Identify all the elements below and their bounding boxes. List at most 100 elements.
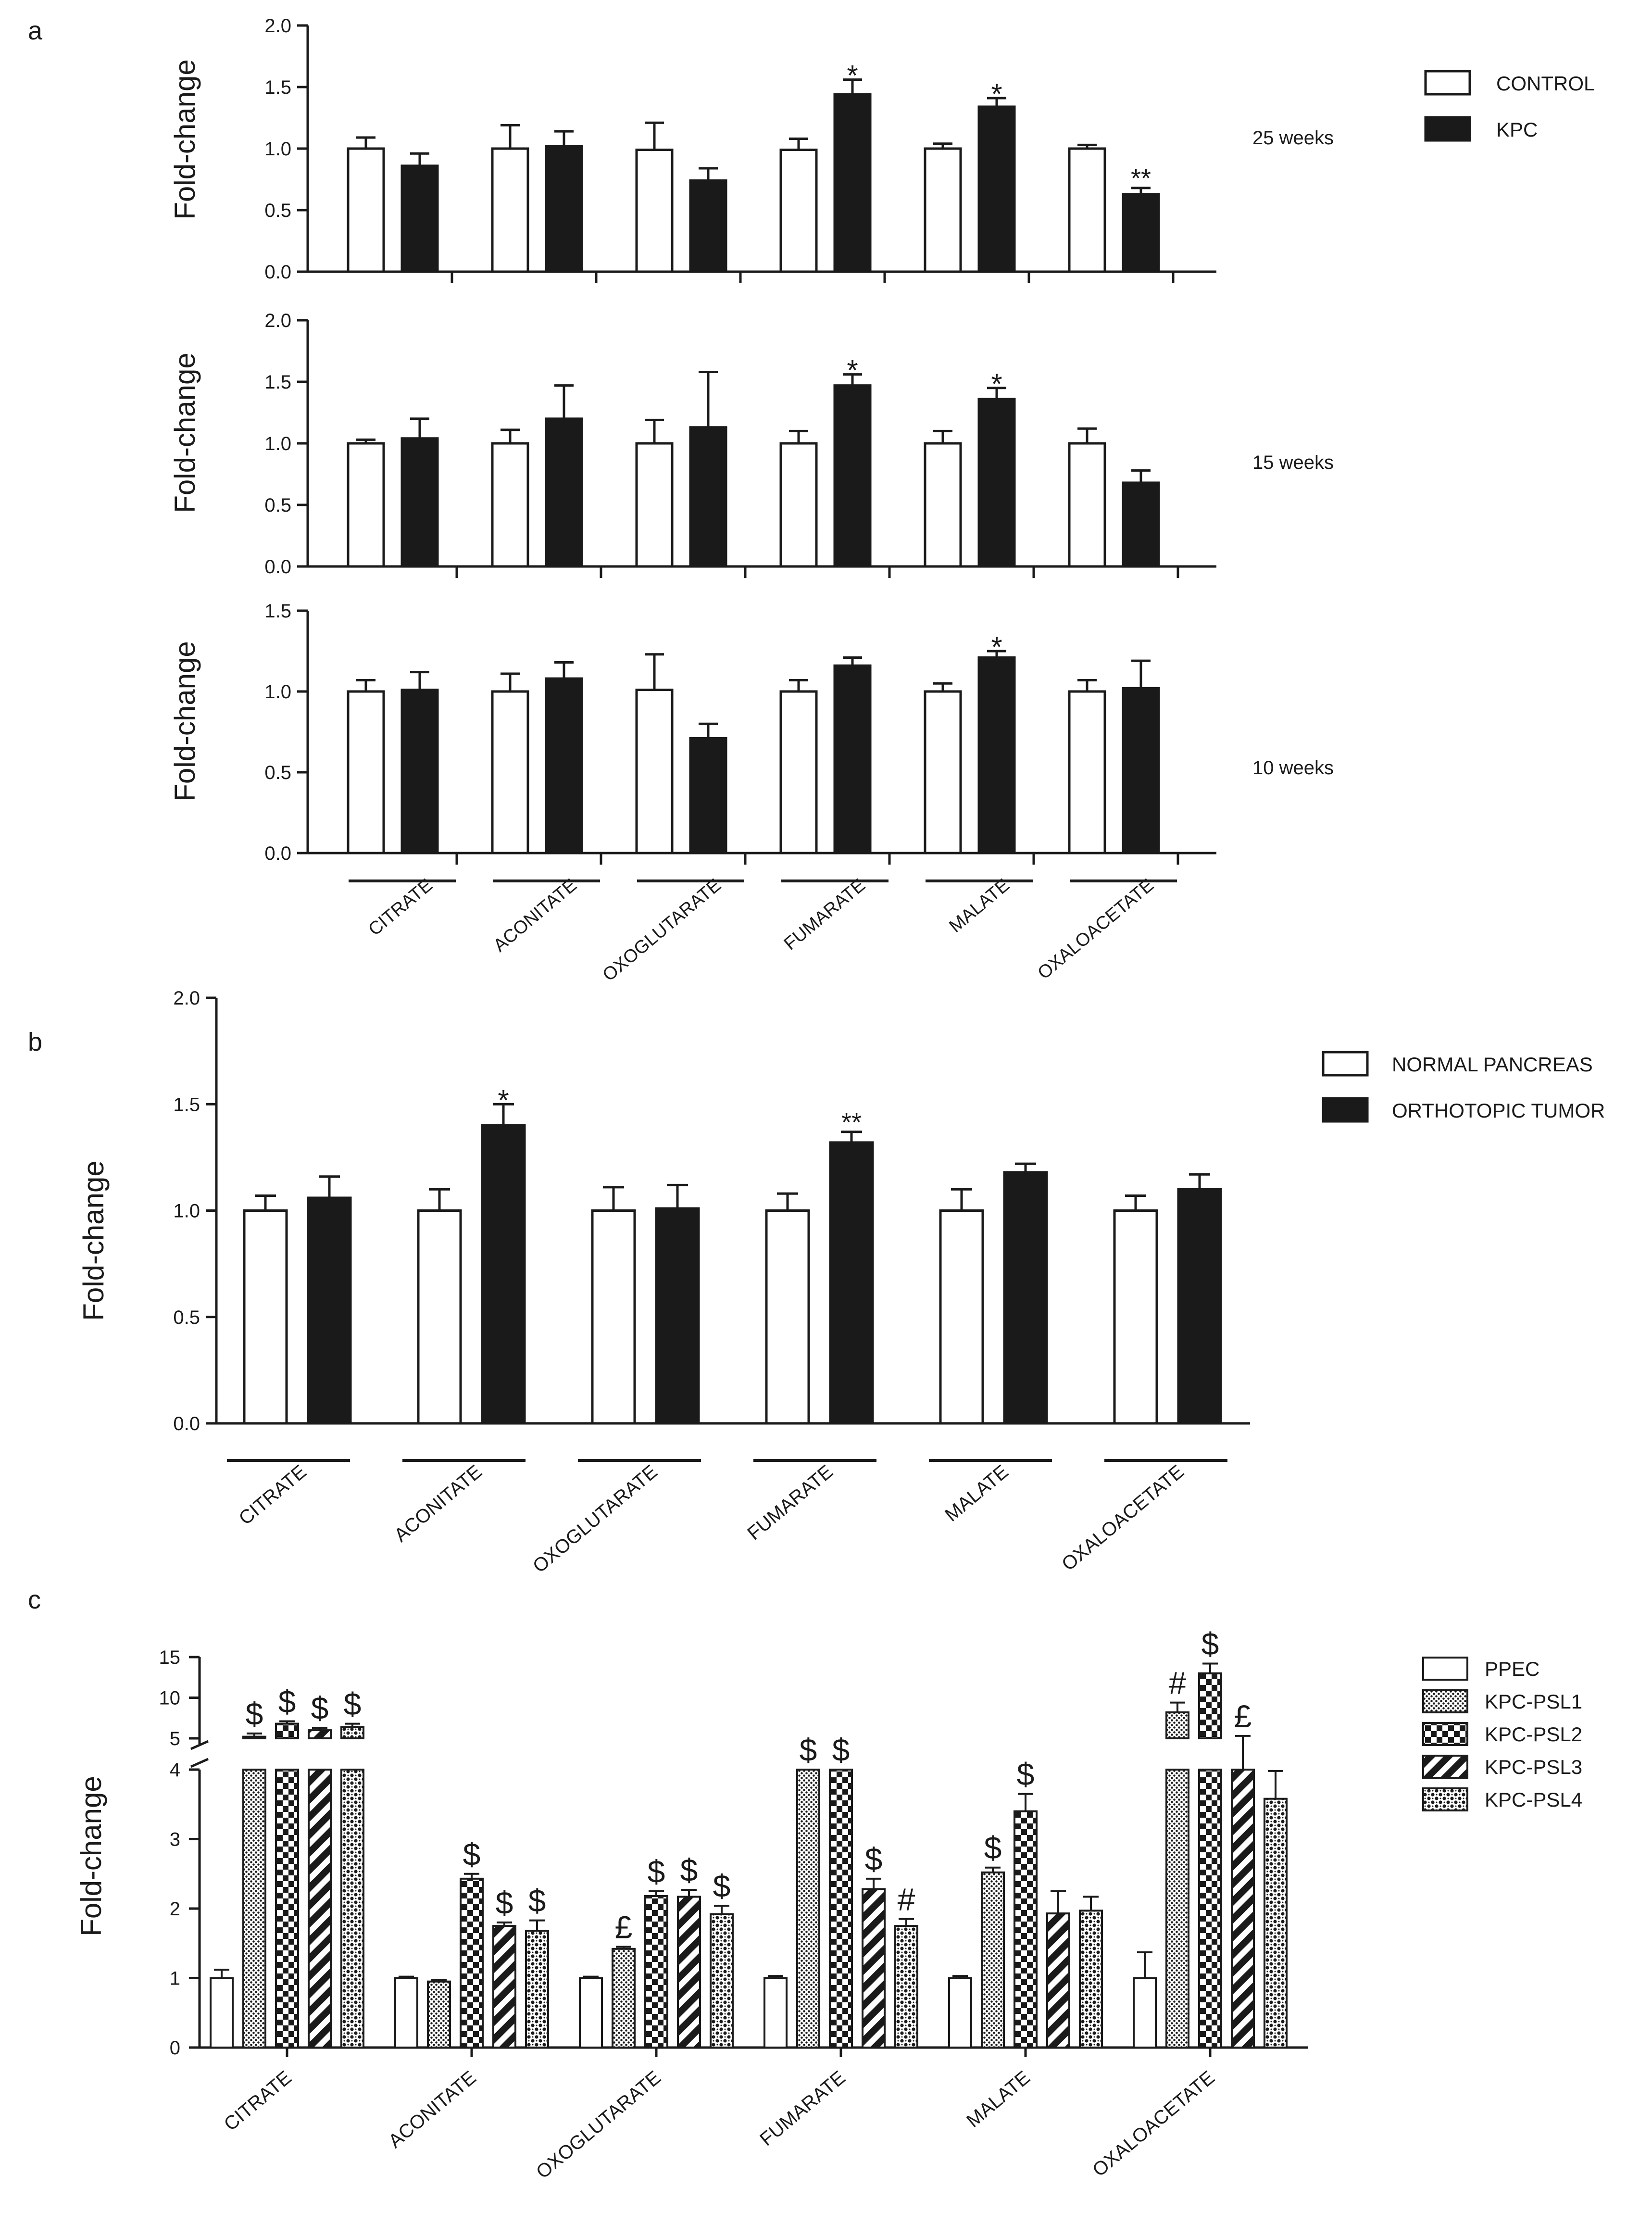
bar [1122, 193, 1160, 273]
bar [491, 442, 529, 568]
bar [1122, 481, 1160, 568]
y-tick-label: 0 [170, 2037, 180, 2059]
y-tick-label: 0.5 [173, 1307, 200, 1328]
significance-mark: ** [1131, 164, 1151, 193]
legend-label: KPC-PSL1 [1485, 1690, 1582, 1713]
bar [635, 149, 674, 273]
y-tick-label: 0.0 [264, 843, 291, 864]
significance-mark: $ [246, 1696, 263, 1732]
bar [400, 437, 439, 568]
svg-text:Fold-change: Fold-change [169, 59, 201, 220]
significance-mark: $ [800, 1732, 817, 1768]
legend-label: KPC-PSL2 [1485, 1723, 1582, 1746]
bar [796, 1769, 820, 2048]
bar [545, 677, 583, 855]
bar [1046, 1912, 1070, 2048]
bar [924, 690, 962, 855]
bar [977, 656, 1016, 855]
significance-mark: $ [528, 1883, 546, 1919]
x-tick-label: CITRATE [364, 875, 436, 940]
bar [308, 1769, 332, 2048]
bar [977, 398, 1016, 568]
bar [400, 164, 439, 273]
y-axis-title: Fold-change [77, 1160, 110, 1321]
significance-mark: $ [278, 1684, 296, 1720]
bar [981, 1871, 1005, 2049]
legend-label: KPC [1496, 118, 1538, 141]
bar-upper [1165, 1711, 1189, 1739]
significance-mark: # [898, 1882, 915, 1917]
chart-title: 15 weeks [1252, 452, 1334, 473]
bar [1133, 1977, 1157, 2048]
chart-b: Fold-change [77, 1160, 110, 1321]
bar [1068, 690, 1106, 855]
bar [977, 105, 1016, 273]
y-tick-label: 15 [159, 1647, 181, 1668]
y-tick-label: 2.0 [264, 15, 291, 37]
significance-mark: $ [713, 1868, 731, 1904]
y-tick-label: 0.5 [264, 200, 291, 221]
bar [635, 442, 674, 568]
y-tick-label: 1.5 [264, 372, 291, 393]
x-tick-label: ACONITATE [390, 1461, 486, 1546]
x-tick-label: ACONITATE [490, 875, 581, 956]
y-tick-label: 4 [170, 1759, 180, 1781]
legend-swatch [1422, 1755, 1468, 1779]
bar-upper [1198, 1672, 1222, 1740]
svg-text:Fold-change: Fold-change [75, 1776, 107, 1936]
legend-swatch [1422, 1722, 1468, 1746]
significance-mark: $ [496, 1885, 513, 1921]
chart-a-10-weeks: Fold-change 10 weeks [169, 641, 1334, 802]
bar [525, 1930, 549, 2048]
significance-mark: * [847, 354, 858, 387]
chart-a-15-weeks: Fold-change 15 weeks [169, 352, 1334, 513]
bar [765, 1209, 810, 1425]
bar [655, 1207, 700, 1425]
bar [347, 442, 385, 568]
bar [779, 442, 818, 568]
x-tick-label: ACONITATE [385, 2067, 480, 2152]
chart-a-15-weeks-marks: 0.0 0.5 1.0 1.5 2.0 * * [264, 310, 1216, 578]
significance-mark: * [991, 368, 1002, 400]
bar [689, 737, 727, 855]
bar [591, 1209, 636, 1425]
x-tick-label: FUMARATE [743, 1461, 837, 1544]
x-tick-label: FUMARATE [780, 875, 869, 955]
bar [644, 1895, 668, 2048]
axis-break-mark [190, 1758, 209, 1768]
bar [710, 1913, 734, 2049]
bar [491, 690, 529, 855]
y-tick-label: 0.0 [264, 262, 291, 283]
bar [481, 1124, 526, 1425]
bar [862, 1888, 886, 2049]
y-tick-label: 0.0 [264, 556, 291, 578]
legend-b: NORMAL PANCREAS ORTHOTOPIC TUMOR [1322, 1051, 1605, 1123]
y-tick-label: 1.0 [264, 433, 291, 454]
bar [779, 149, 818, 273]
x-tick-label: CITRATE [220, 2067, 296, 2135]
significance-mark: $ [680, 1852, 698, 1888]
bar [894, 1925, 918, 2048]
legend-a: CONTROL KPC [1424, 70, 1595, 142]
significance-mark: $ [1201, 1626, 1219, 1662]
x-tick-label: MALATE [941, 1461, 1013, 1526]
x-tick-label: OXALOACETATE [1034, 875, 1158, 983]
significance-mark: $ [865, 1841, 883, 1877]
significance-mark: * [991, 78, 1002, 110]
bar [1264, 1797, 1288, 2048]
significance-mark: # [1169, 1665, 1187, 1701]
bar [689, 179, 727, 273]
chart-a-25-weeks-marks: 0.00.51.01.52.0**** [264, 15, 1216, 283]
y-tick-label: 2.0 [173, 988, 200, 1009]
chart-b-marks: 0.00.51.01.52.0***CITRATE ACONITATE OXOGLU… [173, 988, 1250, 1577]
legend-swatch [1322, 1051, 1369, 1077]
bar [307, 1196, 352, 1425]
bar [394, 1977, 418, 2048]
y-tick-label: 2.0 [264, 310, 291, 331]
bar [1113, 1209, 1158, 1425]
chart-title: 10 weeks [1252, 757, 1334, 779]
y-axis-title: Fold-change [169, 59, 201, 220]
significance-mark: $ [311, 1690, 329, 1726]
significance-mark: ** [841, 1108, 862, 1137]
